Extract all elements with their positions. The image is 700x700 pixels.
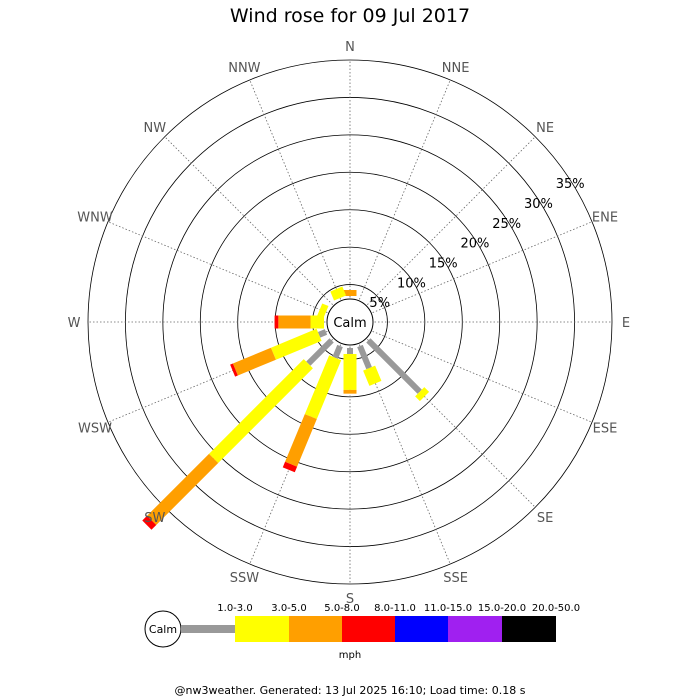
direction-label: SSE <box>443 571 468 586</box>
legend-bin-label: 3.0-5.0 <box>271 603 306 614</box>
direction-label: ENE <box>592 210 618 225</box>
bar-wsw <box>230 328 328 377</box>
bar-segment-w-1 <box>310 315 325 329</box>
radial-tick-label: 5% <box>369 296 390 311</box>
radial-tick-label: 15% <box>429 256 458 271</box>
direction-label: NW <box>144 121 167 136</box>
bar-sw <box>142 338 334 530</box>
bar-segment-se-1 <box>415 387 430 402</box>
legend-swatch-3 <box>342 616 395 642</box>
legend-swatch-4 <box>395 616 448 642</box>
bar-segment-n-2 <box>343 290 357 296</box>
spoke <box>349 321 536 508</box>
bar-segment-se-0 <box>366 338 422 394</box>
spoke <box>349 321 451 565</box>
bar-segment-w-2 <box>278 315 311 329</box>
bar-segment-w-3 <box>274 315 279 329</box>
wind-bars <box>142 286 430 530</box>
bar-segment-s-2 <box>343 389 357 394</box>
direction-label: SSW <box>230 571 260 586</box>
direction-label: W <box>68 316 81 331</box>
bar-s <box>343 348 357 394</box>
bar-segment-wsw-0 <box>317 329 328 338</box>
speed-legend: Calm 1.0-3.0 3.0-5.0 5.0-8.0 8.0-11.0 11.0-15… <box>144 603 580 661</box>
radial-tick-label: 35% <box>556 177 585 192</box>
direction-label: ESE <box>593 422 618 437</box>
direction-label: S <box>346 592 354 607</box>
legend-swatch-1 <box>235 616 289 642</box>
direction-label: WNW <box>77 210 113 225</box>
bar-se <box>366 338 430 402</box>
bar-segment-wnw-1 <box>317 303 329 319</box>
direction-label: NNE <box>442 61 470 76</box>
bar-segment-ssw-0 <box>332 344 343 359</box>
calm-circle <box>326 298 374 346</box>
direction-label: NNW <box>228 61 260 76</box>
legend-swatch-6 <box>502 616 556 642</box>
legend-unit-label: mph <box>339 650 361 661</box>
legend-bin-label: 1.0-3.0 <box>217 603 252 614</box>
legend-bin-label: 20.0-50.0 <box>532 603 580 614</box>
direction-labels: N NNE NE ENE E ESE SE SSE S SSW SW WSW W WNW NW NNW <box>68 40 631 607</box>
grid-circle <box>162 134 538 510</box>
spoke <box>107 221 351 323</box>
legend-bin-label: 15.0-20.0 <box>478 603 526 614</box>
calm-center: Calm <box>326 298 374 346</box>
calm-label: Calm <box>333 316 366 331</box>
legend-swatch-2 <box>289 616 342 642</box>
bar-segment-sse-0 <box>357 344 372 370</box>
direction-label: NE <box>536 121 554 136</box>
spoke <box>349 221 593 323</box>
spoke <box>164 136 351 323</box>
radial-tick-labels: 5% 10%15%20%25%30%35% <box>369 177 584 311</box>
direction-label: E <box>622 316 630 331</box>
bar-segment-sw-1 <box>208 359 313 464</box>
bar-segment-s-0 <box>347 348 353 354</box>
footer-text: @nw3weather. Generated: 13 Jul 2025 16:1… <box>174 684 526 697</box>
bar-segment-s-1 <box>343 353 357 390</box>
legend-bin-label: 5.0-8.0 <box>324 603 359 614</box>
bar-n <box>343 290 357 296</box>
legend-swatch-5 <box>448 616 502 642</box>
legend-swatch-0 <box>181 625 235 633</box>
bar-segment-sw-3 <box>142 515 157 530</box>
bar-segment-ssw-3 <box>282 461 298 473</box>
chart-title: Wind rose for 09 Jul 2017 <box>229 5 471 27</box>
grid-circle <box>199 171 501 473</box>
bar-w <box>274 315 325 329</box>
grid-circle <box>87 59 613 585</box>
spoke <box>349 136 536 323</box>
legend-bin-label: 8.0-11.0 <box>374 603 416 614</box>
spoke <box>349 79 451 323</box>
radial-tick-label: 20% <box>461 237 490 252</box>
spoke <box>107 321 351 423</box>
spoke <box>249 79 351 323</box>
bar-segment-sse-1 <box>363 365 382 386</box>
bar-segment-wsw-2 <box>232 347 276 376</box>
bar-segment-sw-2 <box>147 453 219 525</box>
bar-segment-sw-0 <box>306 338 334 366</box>
radial-tick-label: 10% <box>397 276 426 291</box>
bar-nnw <box>330 286 347 301</box>
bar-segment-nnw-1 <box>330 286 347 301</box>
legend-bin-label: 11.0-15.0 <box>424 603 472 614</box>
bar-ssw <box>282 344 343 473</box>
direction-label: WSW <box>78 422 112 437</box>
direction-label: N <box>345 40 355 55</box>
bar-sse <box>357 344 382 386</box>
radial-tick-label: 30% <box>524 197 553 212</box>
bar-segment-wsw-1 <box>270 328 322 360</box>
legend-calm-label: Calm <box>149 623 177 636</box>
bar-segment-ssw-1 <box>304 355 342 420</box>
radial-tick-label: 25% <box>492 217 521 232</box>
spoke <box>349 321 593 423</box>
direction-label: SE <box>537 511 553 526</box>
bar-segment-ssw-2 <box>285 414 317 467</box>
bar-segment-wsw-3 <box>230 363 238 377</box>
direction-label: SW <box>144 511 165 526</box>
bar-wnw <box>317 303 329 319</box>
